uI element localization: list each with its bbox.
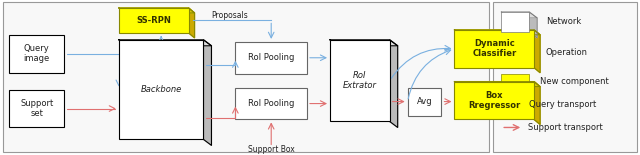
Text: Support
set: Support set [20,99,53,118]
Text: Query transport: Query transport [529,100,596,109]
Text: New component: New component [540,77,608,86]
Polygon shape [330,40,397,46]
Text: Query
image: Query image [24,44,50,64]
Polygon shape [501,12,537,18]
Polygon shape [534,82,540,124]
Text: RoI Pooling: RoI Pooling [248,99,294,108]
Polygon shape [534,30,540,73]
Text: Proposals: Proposals [211,11,248,20]
Polygon shape [189,8,195,38]
Bar [501,74,529,90]
Bar [10,35,64,73]
Bar [408,88,442,115]
Bar [3,2,490,152]
Polygon shape [529,12,537,38]
Polygon shape [454,82,540,87]
Bar [236,88,307,120]
Polygon shape [204,40,211,145]
Text: Support Box: Support Box [248,145,294,154]
Polygon shape [119,8,195,13]
Text: RoI
Extrator: RoI Extrator [343,71,377,90]
Bar [119,40,204,139]
Polygon shape [390,40,397,127]
Text: RoI Pooling: RoI Pooling [248,53,294,62]
Polygon shape [119,40,211,46]
Text: Avg: Avg [417,97,433,106]
Bar [236,42,307,74]
Text: SS-RPN: SS-RPN [136,16,171,25]
Text: Box
Rregressor: Box Rregressor [468,91,520,110]
Bar [501,12,529,32]
Bar [493,2,637,152]
Bar [454,82,534,120]
Text: Backbone: Backbone [141,85,182,94]
Text: Dynamic
Classifier: Dynamic Classifier [472,39,516,58]
Bar [330,40,390,122]
Text: Network: Network [547,17,582,26]
Bar [10,90,64,127]
Bar [501,45,529,61]
Text: Support transport: Support transport [527,123,602,132]
Text: Operation: Operation [546,48,588,57]
Bar [119,8,189,33]
Polygon shape [454,30,540,35]
Bar [454,30,534,68]
